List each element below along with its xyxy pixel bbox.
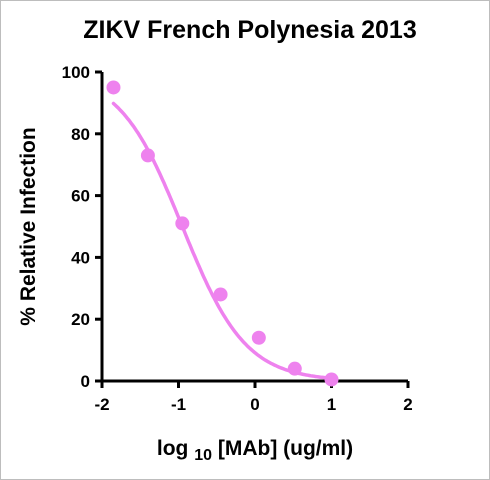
y-axis-label: % Relative Infection [17, 127, 40, 325]
axes: 0 20 40 60 80 100 -2 -1 0 1 2 [62, 63, 413, 414]
data-point [324, 372, 339, 387]
x-tick-label: 1 [327, 395, 336, 414]
y-tick-label: 0 [81, 372, 90, 391]
x-tick-label: -1 [171, 395, 186, 414]
data-point [251, 330, 266, 345]
data-point [140, 148, 155, 163]
data-point [106, 80, 121, 95]
x-tick-label: 2 [403, 395, 412, 414]
y-tick-label: 20 [71, 310, 90, 329]
fit-curve-line [111, 101, 333, 380]
fit-curve [111, 101, 333, 380]
data-point [287, 361, 302, 376]
y-tick-label: 80 [71, 125, 90, 144]
x-tick-label: -2 [94, 395, 109, 414]
y-tick-label: 60 [71, 187, 90, 206]
x-axis-label: log 10 [MAb] (ug/ml) [157, 437, 353, 465]
y-tick-label: 40 [71, 248, 90, 267]
chart-title: ZIKV French Polynesia 2013 [83, 16, 416, 44]
x-axis-label-base: 10 [194, 447, 212, 464]
data-points [106, 80, 339, 387]
x-axis-label-log: log [157, 437, 189, 460]
x-tick-label: 0 [250, 395, 259, 414]
data-point [213, 287, 228, 302]
data-point [175, 216, 190, 231]
y-tick-label: 100 [62, 63, 90, 82]
x-axis-label-rest: [MAb] (ug/ml) [218, 437, 353, 460]
